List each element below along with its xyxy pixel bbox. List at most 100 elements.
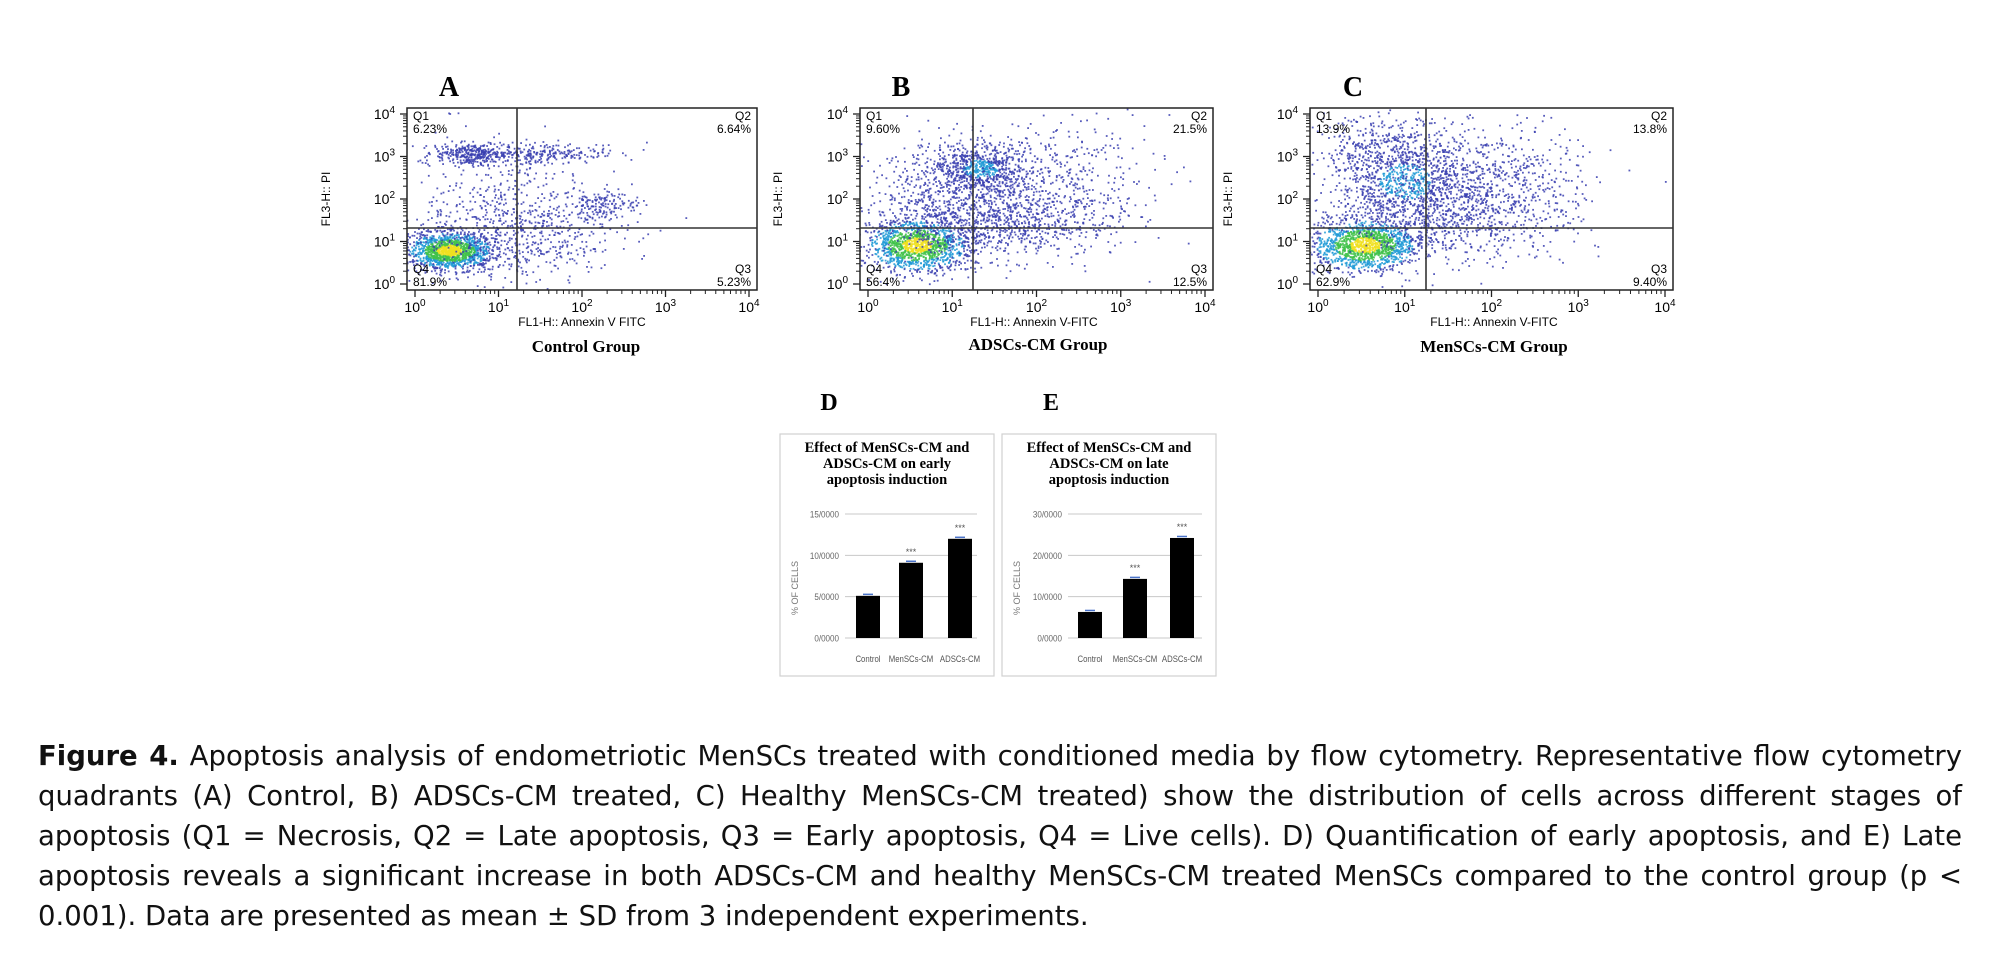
caption-label: Figure 4. — [38, 740, 179, 772]
panel-letter: E — [1043, 390, 1059, 416]
y-tick-label: 103 — [1277, 148, 1299, 165]
category-label: Control — [1077, 653, 1102, 664]
x-axis-label: FL1-H:: Annexin V-FITC — [970, 315, 1098, 329]
chart-title-line: Effect of MenSCs-CM and — [805, 440, 970, 456]
y-axis-label: % OF CELLS — [790, 561, 800, 615]
significance-marker: *** — [1177, 522, 1188, 532]
panel-letter: B — [892, 72, 911, 103]
q4-label: Q4 — [866, 262, 882, 276]
significance-marker: *** — [955, 523, 966, 533]
y-tick-label: 0/0000 — [1037, 633, 1062, 644]
x-tick-label: 102 — [1481, 298, 1503, 315]
chart-title-line: Effect of MenSCs-CM and — [1027, 440, 1192, 456]
q4-label: Q4 — [413, 262, 429, 276]
y-tick-label: 102 — [374, 190, 396, 207]
q1-value: 6.23% — [413, 122, 447, 136]
x-tick-label: 102 — [1026, 298, 1048, 315]
q2-label: Q2 — [1191, 109, 1207, 123]
bar-control — [1078, 611, 1102, 638]
x-tick-label: 104 — [1194, 298, 1216, 315]
q3-label: Q3 — [1191, 262, 1207, 276]
q3-value: 12.5% — [1173, 275, 1207, 289]
chart-title-line: ADSCs-CM on early — [823, 456, 952, 472]
q4-value: 56.4% — [866, 275, 900, 289]
y-axis-label: % OF CELLS — [1012, 561, 1022, 615]
panel-title: Control Group — [532, 337, 640, 356]
q2-value: 21.5% — [1173, 122, 1207, 136]
panel-title: MenSCs-CM Group — [1420, 337, 1568, 356]
y-tick-label: 103 — [374, 148, 396, 165]
y-tick-label: 103 — [827, 148, 849, 165]
x-tick-label: 102 — [571, 298, 593, 315]
x-tick-label: 101 — [942, 298, 964, 315]
plot-frame — [859, 107, 1214, 291]
y-axis-label: FL3-H:: PI — [1221, 172, 1235, 227]
bar-menscs-cm — [899, 562, 923, 638]
bar-adscs-cm — [1170, 537, 1194, 638]
y-tick-label: 104 — [827, 105, 849, 122]
q1-value: 9.60% — [866, 122, 900, 136]
q4-label: Q4 — [1316, 262, 1332, 276]
x-tick-label: 100 — [857, 298, 879, 315]
chart-title-line: apoptosis induction — [827, 472, 947, 488]
x-tick-label: 100 — [1307, 298, 1329, 315]
category-label: ADSCs-CM — [940, 653, 980, 664]
chart-title-line: apoptosis induction — [1049, 472, 1169, 488]
x-axis-label: FL1-H:: Annexin V FITC — [518, 315, 646, 329]
x-tick-label: 103 — [1568, 298, 1590, 315]
y-tick-label: 101 — [374, 233, 396, 250]
y-tick-label: 15/0000 — [810, 509, 839, 520]
panel-letter: D — [820, 390, 837, 416]
category-label: ADSCs-CM — [1162, 653, 1202, 664]
q3-value: 9.40% — [1633, 275, 1667, 289]
y-tick-label: 102 — [1277, 190, 1299, 207]
y-tick-label: 104 — [1277, 105, 1299, 122]
x-tick-label: 101 — [488, 298, 510, 315]
panel-letter: C — [1343, 72, 1363, 103]
caption-text: Apoptosis analysis of endometriotic MenS… — [38, 740, 1963, 932]
scatter-points — [860, 108, 1192, 286]
bar-adscs-cm — [948, 538, 972, 638]
y-tick-label: 30/0000 — [1033, 509, 1062, 520]
category-label: Control — [855, 653, 880, 664]
scatter-points — [1310, 109, 1667, 290]
q3-label: Q3 — [1651, 262, 1667, 276]
q1-value: 13.9% — [1316, 122, 1350, 136]
q2-label: Q2 — [1651, 109, 1667, 123]
y-axis-label: FL3-H:: PI — [771, 172, 785, 227]
y-tick-label: 100 — [374, 275, 396, 292]
x-tick-label: 103 — [655, 298, 677, 315]
y-tick-label: 100 — [827, 275, 849, 292]
significance-marker: *** — [906, 547, 917, 557]
bar-control — [856, 595, 880, 638]
q1-label: Q1 — [413, 109, 429, 123]
q2-label: Q2 — [735, 109, 751, 123]
category-label: MenSCs-CM — [1113, 653, 1158, 664]
y-tick-label: 10/0000 — [1033, 592, 1062, 603]
x-tick-label: 104 — [738, 298, 760, 315]
panel-letter: A — [439, 72, 460, 103]
x-tick-label: 104 — [1654, 298, 1676, 315]
q1-label: Q1 — [866, 109, 882, 123]
q1-label: Q1 — [1316, 109, 1332, 123]
q4-value: 81.9% — [413, 275, 447, 289]
y-tick-label: 102 — [827, 190, 849, 207]
y-tick-label: 101 — [827, 233, 849, 250]
bar-menscs-cm — [1123, 578, 1147, 638]
y-tick-label: 100 — [1277, 275, 1299, 292]
figure-caption: Figure 4. Apoptosis analysis of endometr… — [38, 736, 1962, 936]
figure-graphics: AQ16.23%Q26.64%Q35.23%Q481.9%10010010110… — [319, 72, 1676, 677]
q3-value: 5.23% — [717, 275, 751, 289]
y-tick-label: 0/0000 — [814, 633, 839, 644]
y-tick-label: 20/0000 — [1033, 550, 1062, 561]
category-label: MenSCs-CM — [889, 653, 934, 664]
q3-label: Q3 — [735, 262, 751, 276]
q4-value: 62.9% — [1316, 275, 1350, 289]
y-tick-label: 101 — [1277, 233, 1299, 250]
y-tick-label: 104 — [374, 105, 396, 122]
